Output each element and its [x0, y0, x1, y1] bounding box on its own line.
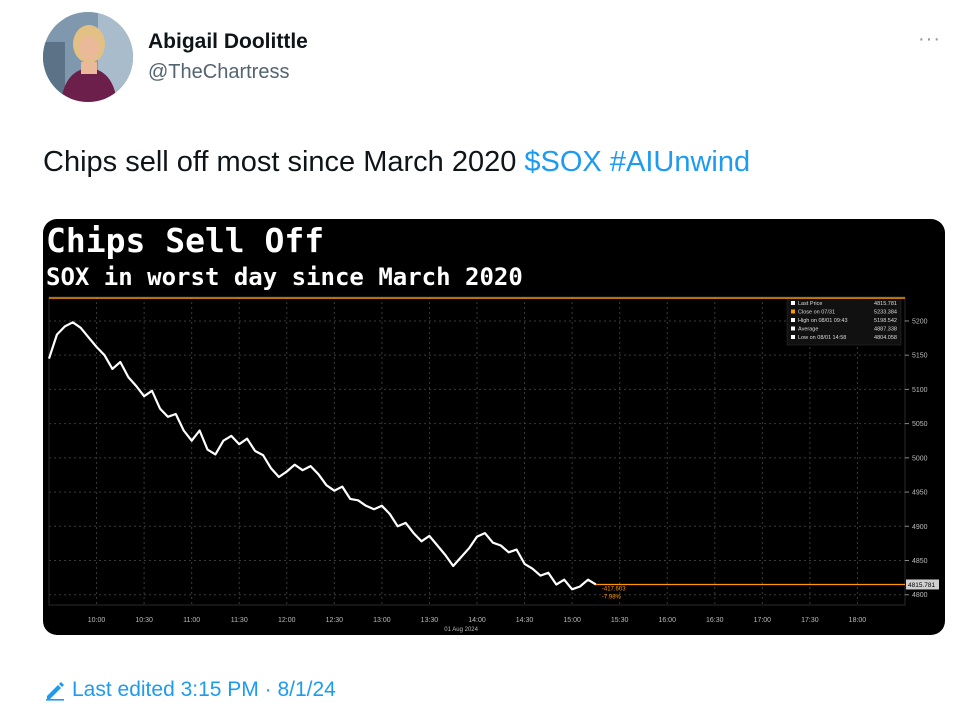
legend-value: 4815.781	[874, 301, 897, 307]
y-tick-label: 5100	[912, 387, 928, 394]
legend-label: Low on 08/01 14:58	[798, 335, 846, 341]
legend-swatch	[791, 309, 795, 314]
tweet-text-body: Chips sell off most since March 2020	[43, 146, 525, 178]
chart-legend: Last Price 4815.781 Close on 07/31 5233.384…	[786, 297, 902, 346]
y-tick-label: 4850	[912, 558, 928, 565]
legend-swatch	[791, 326, 795, 331]
legend-label: Close on 07/31	[798, 310, 835, 316]
x-tick-label: 15:00	[563, 617, 581, 624]
x-tick-label: 10:00	[88, 617, 106, 624]
y-tick-label: 4950	[912, 490, 928, 497]
x-tick-label: 10:30	[135, 617, 153, 624]
price-line	[47, 321, 597, 591]
x-tick-label: 15:30	[611, 617, 629, 624]
legend-label: Average	[798, 327, 818, 333]
x-tick-label: 11:00	[183, 617, 200, 624]
x-tick-label: 14:30	[516, 617, 534, 624]
legend-value: 4804.058	[874, 335, 897, 341]
chart-subtitle: SOX in worst day since March 2020	[46, 263, 523, 291]
chart-marks: -417.603 -7.98%	[47, 297, 905, 600]
author-name[interactable]: Abigail Doolittle	[148, 30, 308, 53]
x-tick-label: 13:00	[373, 617, 391, 624]
tweet-text: Chips sell off most since March 2020 $SO…	[43, 146, 750, 179]
y-tick-label: 4900	[912, 524, 928, 531]
x-tick-label: 12:00	[278, 617, 296, 624]
x-tick-label: 17:00	[754, 617, 772, 624]
y-tick-label: 5150	[912, 353, 928, 360]
last-edited-link[interactable]: Last edited 3:15 PM · 8/1/24	[44, 678, 336, 702]
legend-label: Last Price	[798, 301, 822, 307]
x-tick-label: 17:30	[801, 617, 819, 624]
sox-chart: Chips Sell Off SOX in worst day since Ma…	[46, 221, 939, 633]
x-tick-label: 18:00	[849, 617, 867, 624]
hashtag-link[interactable]: #AIUnwind	[609, 146, 751, 178]
change-label: -7.98%	[602, 594, 622, 600]
y-tick-label: 5000	[912, 455, 928, 462]
avatar-image	[43, 12, 133, 102]
legend-swatch	[791, 318, 795, 322]
last-price-tag	[906, 579, 939, 590]
tweet-media[interactable]: Chips Sell Off SOX in worst day since Ma…	[43, 219, 945, 635]
y-tick-label: 4800	[912, 592, 928, 599]
legend-box	[786, 297, 902, 346]
x-tick-label: 16:00	[658, 617, 676, 624]
y-tick-label: 5050	[912, 421, 928, 428]
legend-value: 5198.542	[874, 318, 897, 324]
y-tick-label: 5200	[912, 318, 928, 325]
x-date-label: 01 Aug 2024	[444, 627, 478, 633]
legend-value: 5233.384	[874, 310, 897, 316]
chart-axes: 10:00 10:30 11:00 11:30 12:00 12:30 13:00 13:30…	[88, 318, 939, 633]
x-tick-label: 12:30	[326, 617, 344, 624]
x-tick-label: 16:30	[706, 617, 724, 624]
x-tick-label: 13:30	[421, 617, 439, 624]
last-price-tag-label: 4815.781	[908, 582, 935, 589]
chart-grid	[48, 296, 906, 606]
avatar[interactable]	[43, 12, 133, 102]
legend-swatch	[791, 301, 795, 305]
legend-swatch	[791, 335, 795, 339]
change-label: -417.603	[602, 586, 626, 592]
legend-label: High on 08/01 09:43	[798, 318, 848, 324]
chart-title: Chips Sell Off	[46, 221, 324, 260]
more-dots-icon[interactable]: ···	[918, 28, 941, 50]
last-edited-label: Last edited 3:15 PM · 8/1/24	[72, 678, 336, 701]
x-tick-label: 14:00	[468, 617, 486, 624]
legend-value: 4887.338	[874, 327, 897, 333]
x-tick-label: 11:30	[231, 617, 248, 624]
author-handle[interactable]: @TheChartress	[148, 61, 290, 83]
cashtag-link[interactable]: $SOX	[524, 146, 602, 178]
pencil-icon	[46, 682, 64, 701]
